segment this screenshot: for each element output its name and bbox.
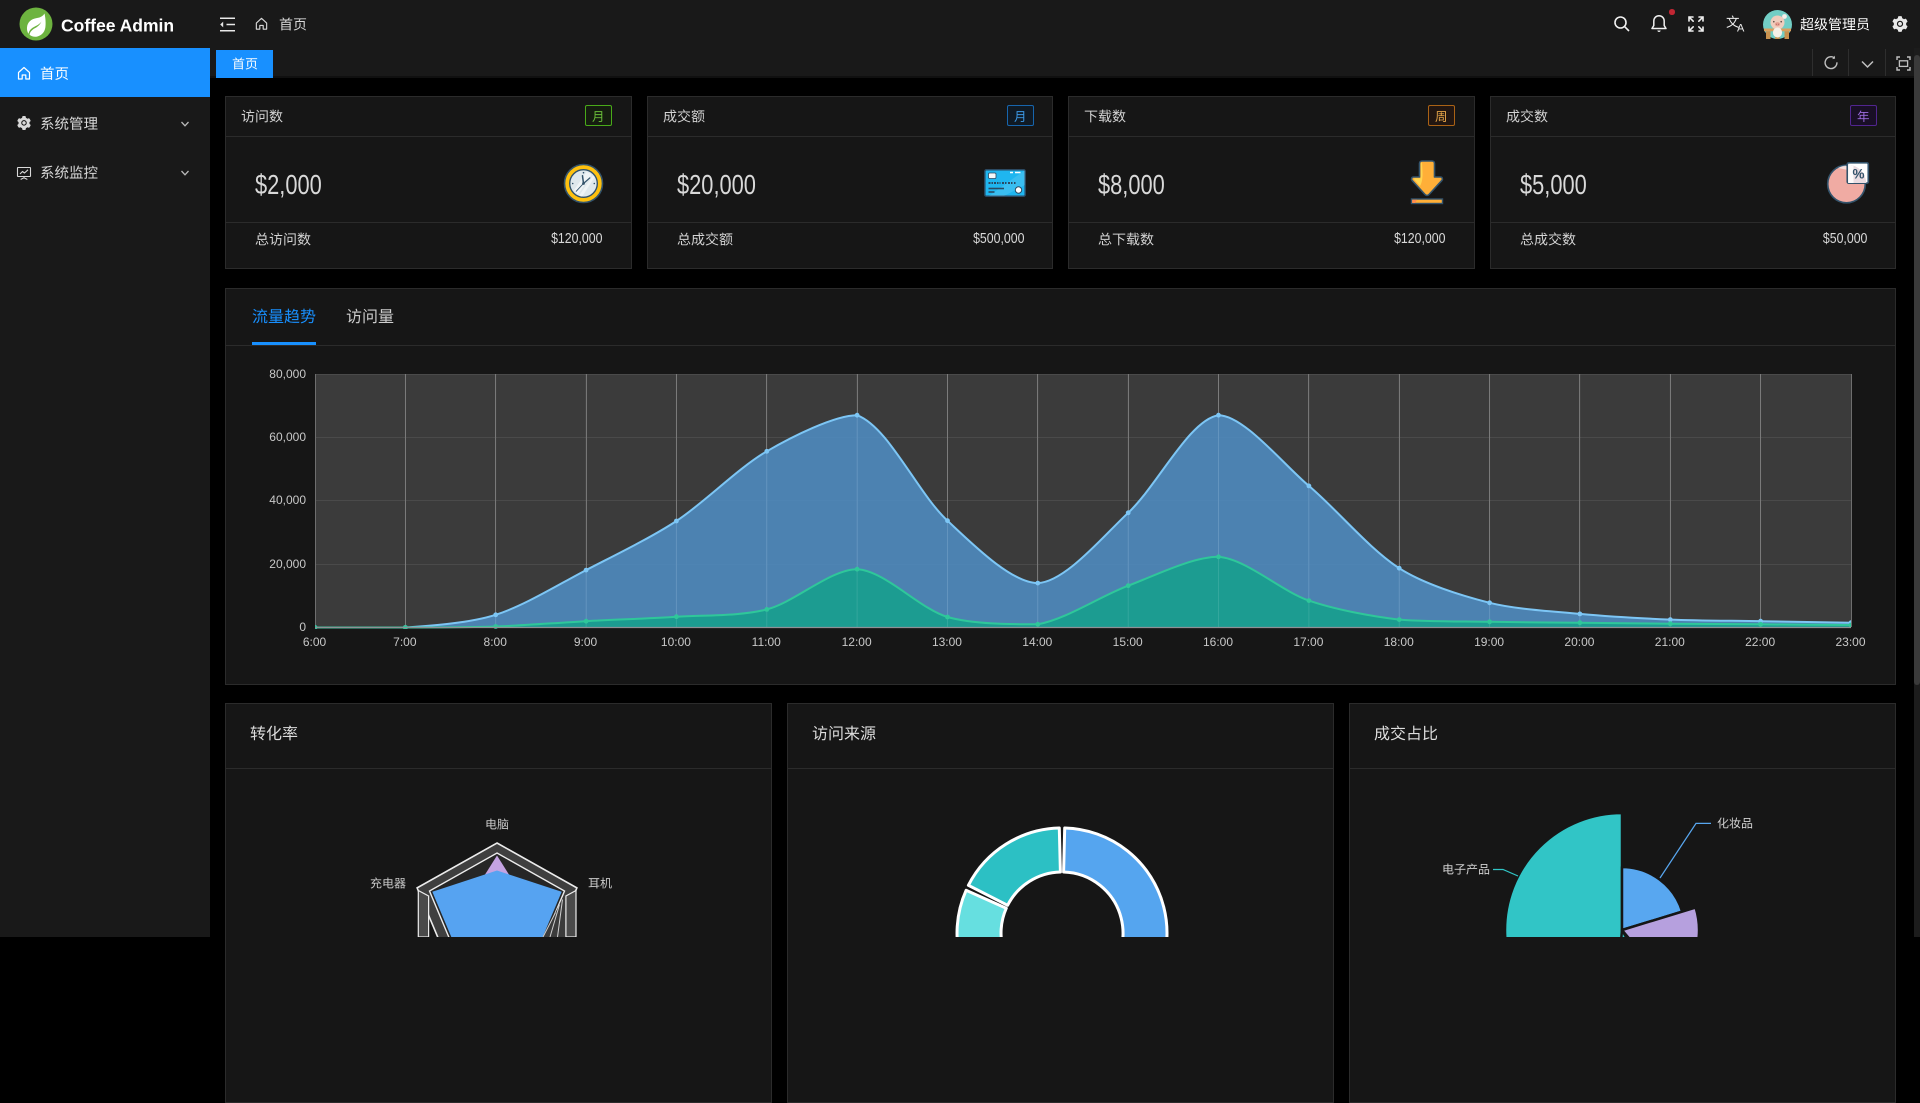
svg-text:%: % — [1852, 167, 1864, 182]
